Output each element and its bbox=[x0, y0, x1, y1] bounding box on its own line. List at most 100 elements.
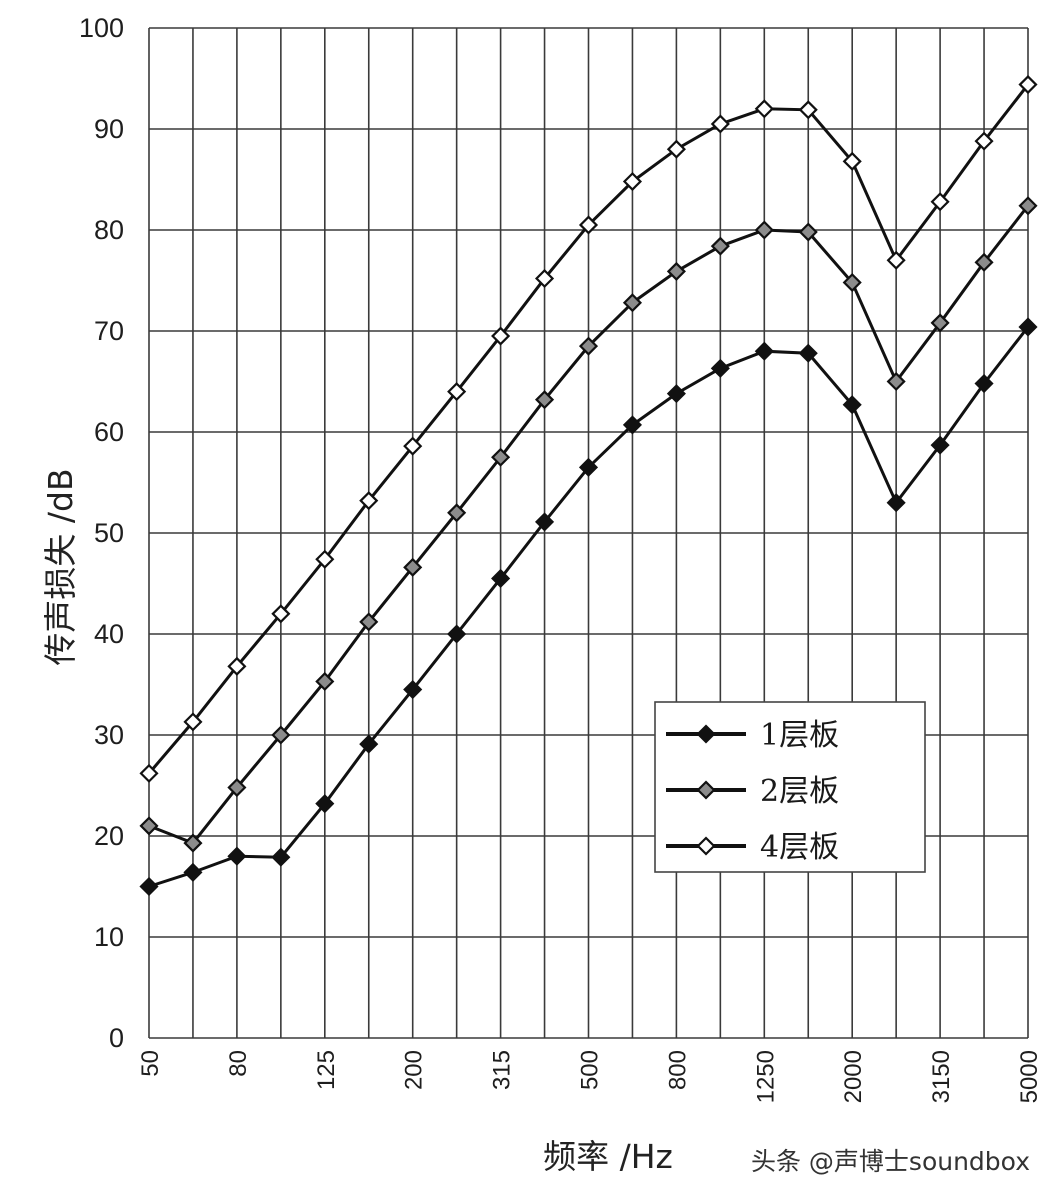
data-point bbox=[798, 100, 818, 120]
data-point bbox=[227, 656, 247, 676]
y-tick-label: 100 bbox=[79, 13, 124, 43]
data-point bbox=[578, 215, 599, 235]
x-tick-label: 80 bbox=[225, 1050, 252, 1077]
data-point bbox=[886, 371, 906, 392]
data-point bbox=[842, 272, 862, 293]
data-point bbox=[271, 847, 291, 867]
data-point bbox=[710, 236, 730, 256]
legend-marker bbox=[696, 780, 716, 800]
x-tick-label: 125 bbox=[313, 1050, 340, 1090]
data-point bbox=[359, 491, 379, 511]
data-point bbox=[886, 493, 906, 513]
data-point bbox=[359, 612, 379, 632]
data-point bbox=[974, 252, 994, 272]
data-point bbox=[227, 777, 247, 798]
data-point bbox=[666, 261, 686, 281]
x-axis-ticks: 50 80 125 200 315 500 800 1250 2000 3150 5000 bbox=[137, 1050, 1043, 1103]
data-point bbox=[271, 604, 291, 624]
data-point bbox=[183, 862, 203, 882]
y-tick-label: 40 bbox=[94, 619, 124, 649]
data-point bbox=[227, 846, 247, 866]
y-tick-label: 50 bbox=[94, 518, 124, 548]
data-point bbox=[139, 763, 159, 783]
data-point bbox=[710, 358, 730, 378]
data-point bbox=[710, 114, 730, 134]
series-1 bbox=[139, 317, 1038, 897]
data-point bbox=[930, 435, 950, 455]
data-point bbox=[403, 679, 423, 700]
legend: 1层板 2层板 4层板 bbox=[654, 701, 926, 873]
data-point bbox=[622, 171, 643, 192]
data-point bbox=[1018, 75, 1038, 95]
x-tick-label: 3150 bbox=[928, 1050, 955, 1103]
x-tick-label: 50 bbox=[137, 1050, 164, 1077]
data-point bbox=[183, 712, 203, 732]
data-point bbox=[491, 447, 511, 467]
series-2 bbox=[139, 196, 1038, 853]
data-point bbox=[930, 192, 950, 212]
data-point bbox=[315, 794, 335, 814]
data-point bbox=[622, 415, 643, 435]
data-point bbox=[1018, 317, 1038, 337]
data-point bbox=[1018, 196, 1038, 216]
data-point bbox=[754, 220, 774, 240]
legend-marker bbox=[696, 724, 716, 744]
data-point bbox=[534, 390, 555, 410]
data-point bbox=[359, 734, 379, 754]
x-tick-label: 500 bbox=[577, 1050, 604, 1090]
y-tick-label: 0 bbox=[109, 1023, 124, 1053]
legend-label: 2层板 bbox=[760, 774, 839, 809]
y-tick-label: 80 bbox=[94, 215, 124, 245]
data-point bbox=[491, 326, 511, 346]
data-point bbox=[183, 833, 203, 853]
data-point bbox=[403, 436, 423, 456]
data-point bbox=[798, 343, 818, 363]
data-point bbox=[447, 503, 467, 523]
data-series bbox=[139, 75, 1038, 897]
x-axis-title: 频率 /Hz bbox=[543, 1137, 673, 1176]
y-axis-ticks: 0 10 20 30 40 50 60 70 80 90 100 bbox=[79, 13, 124, 1053]
data-point bbox=[447, 382, 467, 402]
y-tick-label: 60 bbox=[94, 417, 124, 447]
data-point bbox=[842, 151, 862, 171]
x-tick-label: 800 bbox=[664, 1050, 691, 1090]
x-tick-label: 2000 bbox=[840, 1050, 867, 1103]
watermark-text: 头条 @声博士soundbox bbox=[751, 1147, 1030, 1176]
data-point bbox=[578, 336, 599, 356]
data-point bbox=[666, 139, 686, 159]
data-point bbox=[271, 725, 291, 745]
legend-label: 1层板 bbox=[760, 718, 839, 753]
data-point bbox=[447, 624, 467, 644]
data-point bbox=[886, 250, 906, 270]
data-point bbox=[139, 876, 159, 897]
y-tick-label: 70 bbox=[94, 316, 124, 346]
y-tick-label: 20 bbox=[94, 821, 124, 851]
data-point bbox=[534, 268, 555, 289]
data-point bbox=[315, 549, 335, 569]
data-point bbox=[666, 384, 686, 404]
data-point bbox=[403, 557, 423, 577]
x-tick-label: 200 bbox=[401, 1050, 428, 1090]
data-point bbox=[139, 816, 159, 836]
data-point bbox=[754, 99, 774, 119]
data-point bbox=[974, 131, 994, 151]
data-point bbox=[754, 341, 774, 361]
x-tick-label: 1250 bbox=[752, 1050, 779, 1103]
data-point bbox=[974, 373, 994, 394]
legend-label: 4层板 bbox=[760, 830, 839, 865]
y-axis-title: 传声损失 /dB bbox=[41, 468, 80, 665]
y-tick-label: 30 bbox=[94, 720, 124, 750]
data-point bbox=[491, 568, 511, 589]
data-point bbox=[622, 293, 643, 313]
data-point bbox=[578, 457, 599, 477]
data-point bbox=[315, 671, 335, 692]
legend-marker bbox=[696, 836, 716, 856]
x-tick-label: 5000 bbox=[1016, 1050, 1043, 1103]
x-tick-label: 315 bbox=[489, 1050, 516, 1090]
data-point bbox=[534, 512, 555, 532]
data-point bbox=[842, 395, 862, 415]
data-point bbox=[798, 222, 818, 242]
series-3 bbox=[139, 75, 1038, 783]
y-tick-label: 10 bbox=[94, 922, 124, 952]
